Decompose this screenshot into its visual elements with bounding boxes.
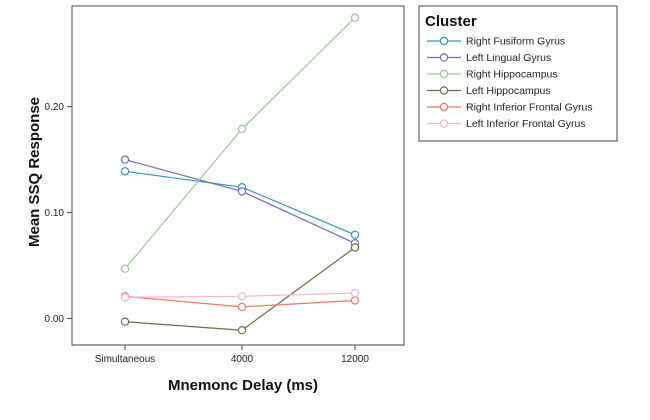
- data-point: [120, 293, 130, 302]
- data-point: [237, 187, 247, 196]
- series-6: [120, 288, 360, 302]
- x-axis-title: Mnemonc Delay (ms): [168, 377, 318, 394]
- legend-item: Left Inferior Frontal Gyrus: [427, 118, 586, 130]
- series-4: [120, 243, 360, 335]
- data-point: [237, 124, 247, 134]
- legend-title: Cluster: [425, 13, 477, 30]
- y-axis-ticks: 0.00 0.10 0.20: [45, 102, 72, 325]
- data-point: [350, 243, 360, 252]
- data-point: [237, 302, 247, 312]
- legend: Cluster Right Fusiform Gyrus Left Lingual…: [418, 5, 618, 142]
- legend-item: Left Lingual Gyrus: [427, 52, 551, 64]
- data-point: [350, 288, 360, 298]
- legend-swatch-marker: [439, 53, 449, 62]
- data-point: [237, 292, 247, 301]
- data-point: [120, 155, 130, 164]
- data-point: [350, 230, 360, 239]
- legend-swatch-marker: [439, 69, 449, 79]
- y-tick-label: 0.00: [45, 314, 65, 325]
- legend-label: Right Hippocampus: [466, 69, 558, 81]
- legend-item: Right Inferior Frontal Gyrus: [427, 102, 593, 114]
- plot-area: [71, 5, 405, 346]
- y-tick-label: 0.10: [45, 208, 65, 219]
- data-point: [350, 13, 360, 22]
- legend-label: Left Inferior Frontal Gyrus: [466, 118, 586, 130]
- legend-item: Right Fusiform Gyrus: [427, 36, 565, 48]
- legend-item: Right Hippocampus: [427, 69, 558, 81]
- data-point: [120, 167, 130, 176]
- data-point: [350, 296, 360, 305]
- x-axis-ticks: Simultaneous 4000 12000: [95, 345, 369, 365]
- legend-swatch-marker: [439, 86, 449, 95]
- legend-items: Right Fusiform Gyrus Left Lingual Gyrus Ri…: [427, 36, 593, 130]
- legend-swatch-marker: [439, 36, 449, 46]
- legend-label: Left Lingual Gyrus: [466, 52, 551, 64]
- data-point: [120, 264, 130, 273]
- x-tick-label: Simultaneous: [95, 354, 156, 365]
- legend-swatch-marker: [439, 119, 449, 128]
- data-point: [120, 317, 130, 326]
- legend-label: Right Fusiform Gyrus: [466, 36, 565, 48]
- y-tick-label: 0.20: [45, 102, 65, 113]
- data-point: [237, 326, 247, 335]
- legend-label: Left Hippocampus: [466, 85, 551, 97]
- x-tick-label: 12000: [341, 354, 369, 365]
- series-layer: [120, 13, 360, 335]
- legend-item: Left Hippocampus: [427, 85, 551, 97]
- legend-swatch-marker: [439, 102, 449, 112]
- x-tick-label: 4000: [231, 354, 254, 365]
- series-3: [120, 13, 360, 273]
- y-axis-title: Mean SSQ Response: [26, 97, 43, 247]
- legend-label: Right Inferior Frontal Gyrus: [466, 102, 593, 114]
